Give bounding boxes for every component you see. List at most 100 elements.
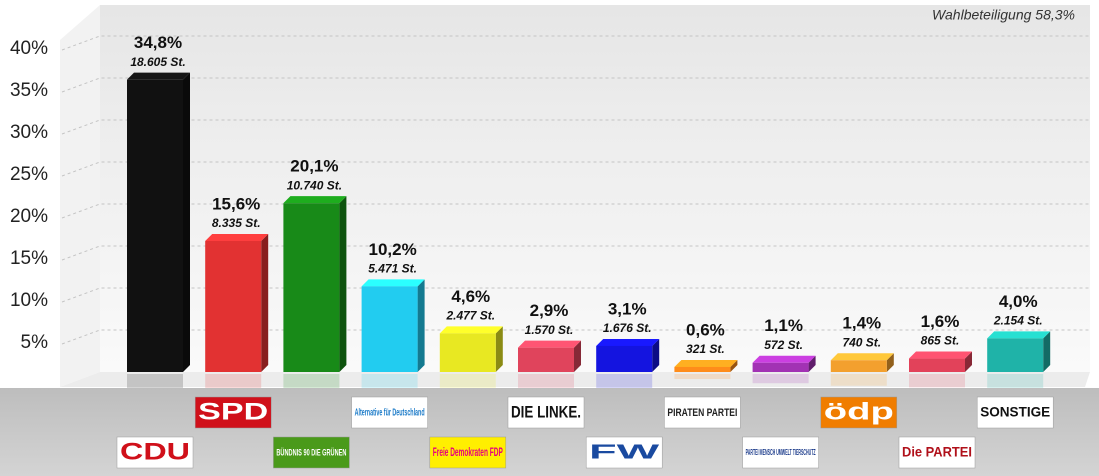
- party-logo: [742, 436, 819, 469]
- bar-side: [886, 353, 894, 372]
- bar-top: [830, 353, 894, 361]
- bar-top: [909, 351, 972, 359]
- bar-reflection: [283, 374, 340, 388]
- bar-reflection: [439, 374, 496, 388]
- vote-label: 8.335 St.: [212, 216, 261, 230]
- y-tick-label: 20%: [10, 206, 48, 227]
- bar: [674, 366, 731, 372]
- vote-label: 10.740 St.: [287, 178, 342, 192]
- bar: [596, 345, 653, 372]
- bar: [752, 362, 809, 372]
- bar-reflection: [518, 374, 574, 388]
- party-name: PIRATEN PARTEI: [667, 407, 737, 419]
- bar-side: [417, 279, 425, 372]
- bars: [127, 72, 1051, 388]
- value-label: 4,6%: [451, 287, 490, 306]
- y-tick-label: 10%: [10, 290, 48, 311]
- value-label: 1,6%: [921, 312, 960, 331]
- bar-side: [183, 72, 190, 372]
- party-name: SPD: [198, 398, 268, 425]
- vote-label: 1.676 St.: [603, 321, 652, 335]
- party-name: CDU: [120, 438, 190, 465]
- bar-reflection: [830, 374, 887, 386]
- bar: [361, 286, 418, 372]
- bar-top: [283, 196, 347, 204]
- vote-label: 5.471 St.: [368, 261, 417, 275]
- bar-side: [261, 233, 269, 372]
- grid-line: [61, 329, 1090, 345]
- value-label: 4,0%: [999, 292, 1038, 311]
- party-logo: [507, 396, 585, 429]
- vote-label: 321 St.: [686, 342, 725, 356]
- value-label: 34,8%: [134, 33, 182, 52]
- y-tick-label: 30%: [10, 122, 48, 143]
- party-logo: [273, 436, 350, 469]
- bar-side: [730, 359, 738, 372]
- party-name: Alternative für Deutschland: [355, 408, 425, 419]
- bar: [205, 240, 262, 372]
- value-label: 1,1%: [764, 316, 803, 335]
- party-name: FW: [589, 441, 659, 463]
- bar-reflection: [987, 374, 1044, 388]
- bar-top: [987, 331, 1051, 339]
- bar-reflection: [752, 374, 809, 384]
- vote-label: 2.477 St.: [445, 309, 495, 323]
- vote-label: 572 St.: [764, 338, 803, 352]
- chart-title: Wahlbeteiligung 58,3%: [932, 7, 1075, 23]
- grid-line: [61, 77, 1090, 93]
- party-logo: [898, 436, 976, 469]
- grid-line: [61, 287, 1090, 303]
- grid-line: [61, 35, 1090, 51]
- bar-reflection: [674, 374, 731, 380]
- floor: [60, 372, 1090, 387]
- bar: [518, 347, 574, 372]
- grid-line: [61, 119, 1090, 135]
- bar-side: [1043, 331, 1051, 372]
- bar-top: [518, 340, 581, 348]
- grid-line: [61, 161, 1090, 177]
- value-label: 2,9%: [530, 301, 569, 320]
- bar-top: [205, 233, 269, 241]
- value-label: 15,6%: [212, 194, 260, 213]
- value-label: 20,1%: [290, 157, 338, 176]
- vote-label: 1.570 St.: [525, 323, 574, 337]
- party-name: BÜNDNIS 90 DIE GRÜNEN: [276, 447, 346, 457]
- bar-side: [339, 196, 347, 372]
- logos: CDU SPD BÜNDNIS 90 DIE GRÜNEN Alternative f…: [116, 396, 1054, 469]
- vote-label: 2.154 St.: [993, 314, 1043, 328]
- bar-top: [752, 355, 816, 363]
- party-name: SONSTIGE: [980, 404, 1050, 420]
- bar-top: [361, 279, 425, 287]
- y-tick-label: 15%: [10, 248, 48, 269]
- vote-label: 740 St.: [842, 335, 881, 349]
- bar-side: [808, 355, 816, 372]
- grid-line: [61, 245, 1090, 261]
- y-tick-label: 40%: [10, 38, 48, 59]
- value-label: 10,2%: [368, 240, 416, 259]
- party-logo: [351, 396, 428, 429]
- bar: [987, 338, 1044, 372]
- grid: [61, 35, 1090, 345]
- bar-top: [596, 338, 660, 346]
- bar-reflection: [596, 374, 653, 388]
- bar-side: [652, 338, 660, 372]
- bar: [439, 333, 496, 372]
- bar: [909, 358, 965, 372]
- grid-line: [61, 203, 1090, 219]
- bar: [830, 360, 887, 372]
- y-tick-label: 5%: [21, 332, 49, 353]
- bar-side: [574, 340, 581, 372]
- bar-reflection: [909, 374, 965, 388]
- bar-side: [495, 326, 503, 372]
- party-logo: [976, 396, 1054, 429]
- bar-reflection: [127, 374, 183, 388]
- party-name: Die PARTEI: [902, 444, 972, 460]
- bar-top: [127, 72, 190, 80]
- party-name: Freie Demokraten FDP: [433, 445, 503, 459]
- party-logo: [116, 436, 194, 469]
- vote-label: 18.605 St.: [130, 55, 185, 69]
- back-wall: [100, 5, 1090, 372]
- bar-top: [439, 326, 503, 334]
- party-logo: [664, 396, 741, 429]
- y-tick-label: 25%: [10, 164, 48, 185]
